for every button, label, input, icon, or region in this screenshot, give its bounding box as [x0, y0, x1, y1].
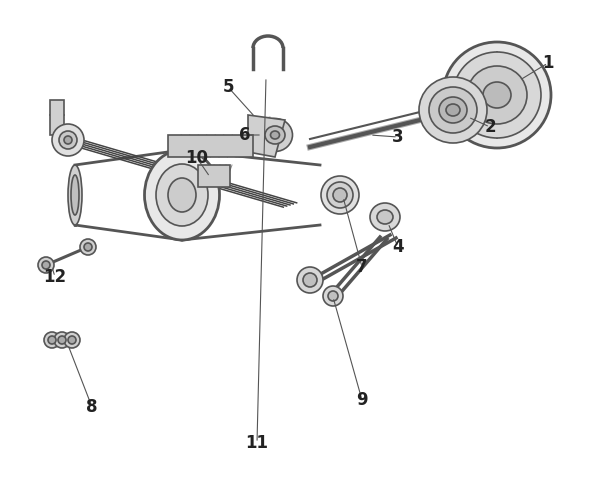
Ellipse shape — [333, 188, 347, 202]
Circle shape — [323, 286, 343, 306]
Bar — [168, 135, 253, 157]
Circle shape — [48, 336, 56, 344]
Circle shape — [303, 273, 317, 287]
Ellipse shape — [257, 118, 293, 151]
Ellipse shape — [168, 178, 196, 212]
Circle shape — [328, 291, 338, 301]
Circle shape — [38, 257, 54, 273]
Ellipse shape — [271, 131, 280, 139]
Text: 6: 6 — [239, 126, 251, 144]
Text: 5: 5 — [222, 78, 234, 96]
Circle shape — [80, 239, 96, 255]
Text: 10: 10 — [185, 149, 209, 167]
Text: 1: 1 — [542, 54, 554, 72]
Text: 2: 2 — [484, 118, 496, 136]
Text: 11: 11 — [245, 434, 269, 452]
Ellipse shape — [446, 104, 460, 116]
Text: 7: 7 — [356, 258, 368, 276]
Ellipse shape — [145, 150, 220, 240]
Ellipse shape — [327, 182, 353, 208]
Ellipse shape — [156, 164, 208, 226]
Text: 8: 8 — [86, 398, 98, 416]
Ellipse shape — [429, 87, 477, 133]
Ellipse shape — [321, 176, 359, 214]
Circle shape — [52, 124, 84, 156]
Ellipse shape — [377, 210, 393, 224]
Circle shape — [64, 332, 80, 348]
Ellipse shape — [467, 66, 527, 124]
Ellipse shape — [68, 165, 82, 225]
Ellipse shape — [265, 126, 285, 144]
Circle shape — [59, 131, 77, 149]
Text: 4: 4 — [392, 238, 404, 256]
Circle shape — [44, 332, 60, 348]
Bar — [198, 165, 230, 187]
Ellipse shape — [71, 175, 79, 215]
Ellipse shape — [419, 77, 487, 143]
Circle shape — [58, 336, 66, 344]
Circle shape — [297, 267, 323, 293]
Circle shape — [68, 336, 76, 344]
Circle shape — [64, 136, 72, 144]
Text: 12: 12 — [43, 268, 67, 286]
Text: 9: 9 — [356, 391, 368, 409]
Ellipse shape — [443, 42, 551, 148]
Polygon shape — [248, 115, 285, 157]
Ellipse shape — [370, 203, 400, 231]
Ellipse shape — [483, 82, 511, 108]
Circle shape — [54, 332, 70, 348]
Text: 3: 3 — [392, 128, 404, 146]
Ellipse shape — [453, 52, 541, 138]
Ellipse shape — [439, 97, 467, 123]
Circle shape — [84, 243, 92, 251]
Circle shape — [42, 261, 50, 269]
Bar — [50, 100, 64, 135]
